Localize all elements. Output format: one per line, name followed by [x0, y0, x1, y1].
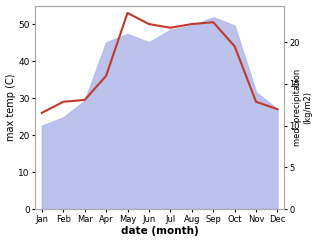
Y-axis label: med. precipitation
(kg/m2): med. precipitation (kg/m2)	[293, 69, 313, 146]
X-axis label: date (month): date (month)	[121, 227, 198, 236]
Y-axis label: max temp (C): max temp (C)	[5, 74, 16, 141]
